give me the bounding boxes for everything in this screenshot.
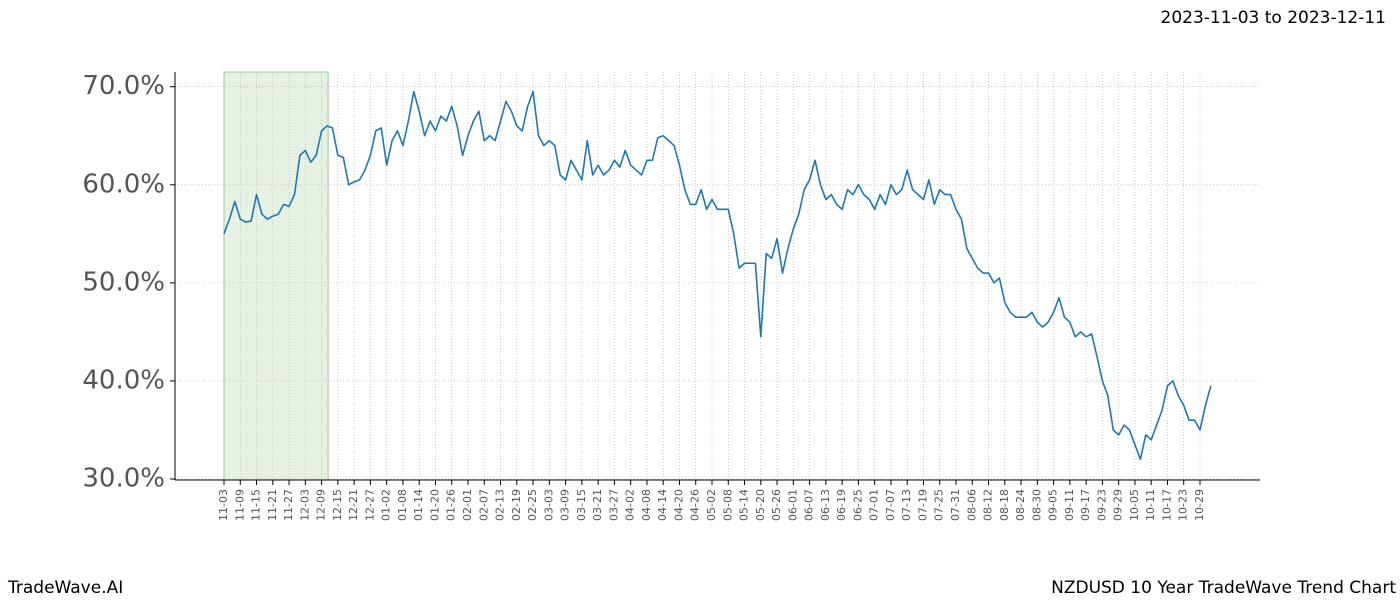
x-tick-label: 09-23: [1095, 489, 1108, 521]
x-tick-label: 12-09: [315, 489, 328, 521]
x-tick-label: 02-19: [510, 489, 523, 521]
x-tick-label: 05-14: [738, 489, 751, 521]
x-tick-label: 03-27: [607, 489, 620, 521]
x-tick-label: 09-17: [1079, 489, 1092, 521]
x-tick-label: 11-03: [217, 489, 230, 521]
x-tick-label: 03-21: [591, 489, 604, 521]
series-line: [223, 90, 1212, 461]
x-tick-label: 06-25: [851, 489, 864, 521]
x-tick-label: 10-29: [1193, 489, 1206, 521]
x-tick-label: 08-18: [998, 489, 1011, 521]
x-tick-label: 04-20: [672, 489, 685, 521]
x-tick-label: 11-15: [250, 489, 263, 521]
x-tick-label: 01-14: [412, 489, 425, 521]
x-tick-label: 07-13: [900, 489, 913, 521]
x-tick-label: 10-17: [1160, 489, 1173, 521]
x-tick-label: 09-29: [1112, 489, 1125, 521]
x-tick-label: 08-24: [1014, 489, 1027, 521]
chart-title: NZDUSD 10 Year TradeWave Trend Chart: [1051, 578, 1396, 598]
y-tick-label: 60.0%: [82, 169, 165, 199]
x-tick-label: 11-27: [282, 489, 295, 521]
x-tick-label: 07-19: [916, 489, 929, 521]
x-tick-label: 04-08: [640, 489, 653, 521]
x-tick-label: 06-07: [803, 489, 816, 521]
subtitle: 2023-11-03 to 2023-12-11: [1161, 8, 1386, 28]
x-tick-label: 10-23: [1177, 489, 1190, 521]
x-tick-label: 07-25: [933, 489, 946, 521]
x-tick-label: 12-15: [331, 489, 344, 521]
x-tick-label: 07-01: [868, 489, 881, 521]
x-tick-label: 08-06: [965, 489, 978, 521]
x-tick-label: 01-20: [428, 489, 441, 521]
x-tick-label: 01-02: [380, 489, 393, 521]
x-tick-label: 07-31: [949, 489, 962, 521]
x-tick-label: 01-26: [445, 489, 458, 521]
x-tick-label: 07-07: [884, 489, 897, 521]
x-tick-label: 11-09: [233, 489, 246, 521]
y-tick-label: 30.0%: [82, 464, 165, 494]
highlight-band: [223, 71, 329, 481]
x-tick-label: 09-05: [1047, 489, 1060, 521]
x-tick-label: 02-13: [494, 489, 507, 521]
x-tick-label: 06-13: [819, 489, 832, 521]
x-tick-label: 03-15: [575, 489, 588, 521]
x-tick-label: 10-11: [1144, 489, 1157, 521]
x-tick-label: 03-09: [559, 489, 572, 521]
x-tick-label: 04-14: [656, 489, 669, 521]
x-tick-label: 08-30: [1030, 489, 1043, 521]
x-tick-label: 12-21: [347, 489, 360, 521]
x-tick-label: 10-05: [1128, 489, 1141, 521]
x-tick-label: 05-02: [705, 489, 718, 521]
x-tick-label: 12-03: [298, 489, 311, 521]
y-tick-label: 70.0%: [82, 71, 165, 101]
x-tick-label: 04-02: [624, 489, 637, 521]
brand: TradeWave.AI: [7, 578, 123, 598]
x-tick-label: 02-25: [526, 489, 539, 521]
y-tick-label: 40.0%: [82, 365, 165, 395]
x-tick-label: 08-12: [982, 489, 995, 521]
x-tick-label: 05-08: [721, 489, 734, 521]
y-tick-label: 50.0%: [82, 267, 165, 297]
x-tick-label: 09-11: [1063, 489, 1076, 521]
x-tick-label: 01-08: [396, 489, 409, 521]
x-tick-label: 04-26: [689, 489, 702, 521]
x-tick-label: 03-03: [542, 489, 555, 521]
x-tick-label: 02-07: [477, 489, 490, 521]
x-tick-label: 05-20: [754, 489, 767, 521]
x-tick-label: 06-01: [786, 489, 799, 521]
x-tick-label: 02-01: [461, 489, 474, 521]
x-tick-label: 06-19: [835, 489, 848, 521]
x-tick-label: 11-21: [266, 489, 279, 521]
x-tick-label: 12-27: [363, 489, 376, 521]
x-tick-label: 05-26: [770, 489, 783, 521]
